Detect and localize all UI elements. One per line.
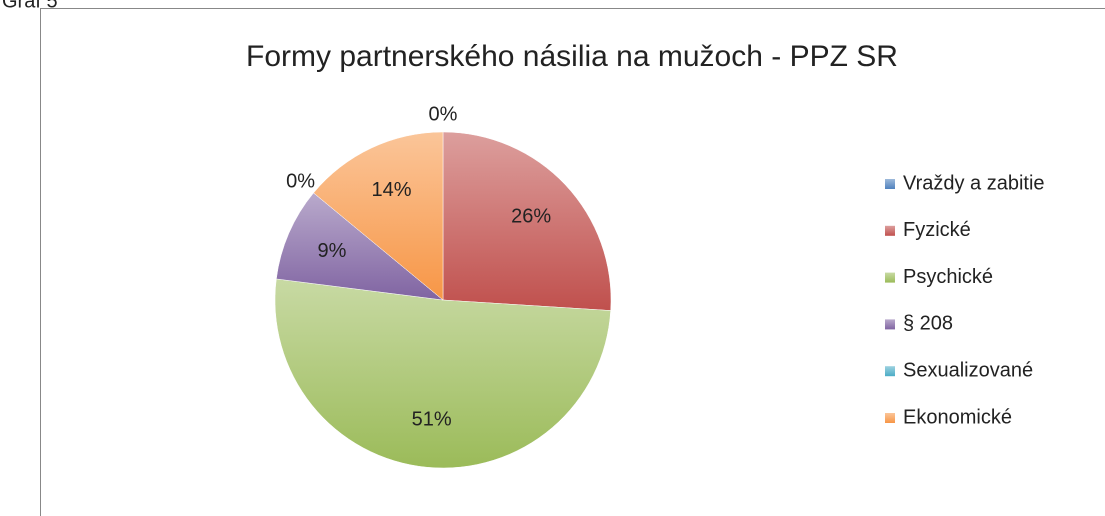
- legend-swatch: [885, 179, 895, 189]
- legend-swatch: [885, 272, 895, 283]
- pie-slice: [274, 278, 611, 469]
- chart-title: Formy partnerského násilia na mužoch - P…: [246, 40, 898, 73]
- pie-slice: [442, 131, 612, 311]
- data-label: 9%: [318, 240, 347, 262]
- pie-slice: [313, 131, 444, 301]
- legend-label: Sexualizované: [903, 359, 1033, 381]
- pie-slice: [276, 192, 444, 301]
- legend-swatch: [885, 319, 895, 330]
- data-label: 0%: [429, 103, 458, 125]
- data-label: 26%: [511, 205, 551, 227]
- data-label: 0%: [286, 170, 315, 192]
- legend-label: Vraždy a zabitie: [903, 172, 1045, 194]
- data-label: 14%: [371, 179, 411, 201]
- data-label: 51%: [412, 409, 452, 431]
- legend-swatch: [885, 366, 895, 377]
- legend-label: Fyzické: [903, 219, 971, 241]
- legend-swatch: [885, 225, 895, 236]
- legend-swatch: [885, 413, 895, 423]
- legend-label: § 208: [903, 313, 953, 335]
- legend-label: Psychické: [903, 266, 993, 288]
- legend-label: Ekonomické: [903, 406, 1012, 428]
